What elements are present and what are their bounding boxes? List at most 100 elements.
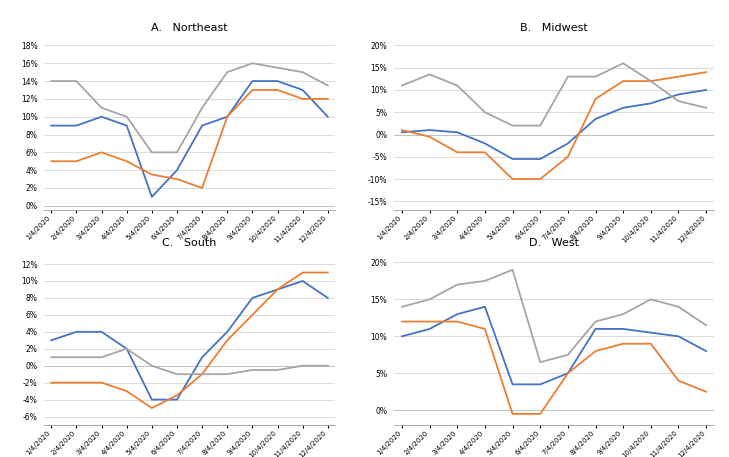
Miami bbox=[122, 346, 131, 351]
Los Angeles bbox=[425, 297, 434, 302]
Atlanta bbox=[298, 278, 307, 284]
Atlanta bbox=[47, 338, 55, 343]
Seattle bbox=[480, 326, 489, 332]
Seattle bbox=[702, 389, 711, 394]
Phoenix bbox=[674, 334, 683, 339]
Title: D.   West: D. West bbox=[529, 238, 579, 248]
Title: B.   Midwest: B. Midwest bbox=[521, 23, 588, 33]
Phoenix bbox=[425, 326, 434, 332]
Boston bbox=[97, 114, 106, 119]
Los Angeles bbox=[480, 278, 489, 284]
Indianapolis bbox=[564, 74, 572, 80]
New York bbox=[198, 185, 206, 191]
Atlanta bbox=[147, 397, 156, 402]
New York bbox=[147, 172, 156, 177]
Atlanta bbox=[173, 397, 182, 402]
Seattle bbox=[674, 378, 683, 383]
Legend: Chicago, Detroit, Indianapolis: Chicago, Detroit, Indianapolis bbox=[457, 287, 651, 303]
Atlanta bbox=[273, 287, 282, 292]
Indianapolis bbox=[674, 98, 683, 104]
Boston bbox=[198, 123, 206, 128]
Chicago bbox=[674, 92, 683, 97]
Houston bbox=[147, 405, 156, 411]
Indianapolis bbox=[397, 83, 406, 88]
Line: Los Angeles: Los Angeles bbox=[402, 270, 706, 362]
Los Angeles bbox=[619, 311, 628, 317]
Indianapolis bbox=[702, 105, 711, 111]
Chicago bbox=[702, 87, 711, 93]
Houston bbox=[72, 380, 81, 385]
Houston bbox=[298, 270, 307, 275]
Miami bbox=[298, 363, 307, 368]
Los Angeles bbox=[647, 297, 655, 302]
Houston bbox=[97, 380, 106, 385]
Legend: Boston, New York, Philadelphia: Boston, New York, Philadelphia bbox=[90, 287, 289, 303]
Miami bbox=[324, 363, 332, 368]
New York bbox=[273, 87, 282, 93]
Miami bbox=[173, 372, 182, 377]
New York bbox=[248, 87, 257, 93]
Title: A.   Northeast: A. Northeast bbox=[151, 23, 228, 33]
Phoenix bbox=[619, 326, 628, 332]
Miami bbox=[72, 355, 81, 360]
Miami bbox=[198, 372, 206, 377]
Line: Miami: Miami bbox=[51, 349, 328, 374]
Boston bbox=[47, 123, 55, 128]
Seattle bbox=[453, 319, 461, 324]
Philadelphia bbox=[97, 105, 106, 111]
Phoenix bbox=[702, 348, 711, 354]
Atlanta bbox=[122, 346, 131, 351]
Philadelphia bbox=[122, 114, 131, 119]
New York bbox=[298, 96, 307, 101]
Miami bbox=[47, 355, 55, 360]
Chicago bbox=[453, 129, 461, 135]
New York bbox=[324, 96, 332, 101]
Indianapolis bbox=[536, 123, 545, 128]
Boston bbox=[147, 194, 156, 200]
Chicago bbox=[591, 116, 600, 122]
Detroit bbox=[564, 154, 572, 159]
Line: Houston: Houston bbox=[51, 272, 328, 408]
Line: Boston: Boston bbox=[51, 81, 328, 197]
Chicago bbox=[480, 141, 489, 146]
Los Angeles bbox=[674, 304, 683, 309]
Boston bbox=[298, 87, 307, 93]
Phoenix bbox=[453, 311, 461, 317]
Philadelphia bbox=[47, 78, 55, 84]
Chicago bbox=[564, 141, 572, 146]
Detroit bbox=[647, 78, 655, 84]
Boston bbox=[273, 78, 282, 84]
Detroit bbox=[453, 149, 461, 155]
Seattle bbox=[619, 341, 628, 346]
Indianapolis bbox=[591, 74, 600, 80]
Los Angeles bbox=[536, 360, 545, 365]
Indianapolis bbox=[425, 72, 434, 77]
New York bbox=[47, 159, 55, 164]
Detroit bbox=[702, 69, 711, 75]
Boston bbox=[223, 114, 232, 119]
Indianapolis bbox=[619, 60, 628, 66]
Chicago bbox=[508, 156, 517, 162]
Chicago bbox=[397, 129, 406, 135]
Line: Detroit: Detroit bbox=[402, 72, 706, 179]
Los Angeles bbox=[591, 319, 600, 324]
Los Angeles bbox=[397, 304, 406, 309]
Indianapolis bbox=[647, 78, 655, 84]
Philadelphia bbox=[248, 60, 257, 66]
Miami bbox=[97, 355, 106, 360]
Atlanta bbox=[223, 329, 232, 335]
Boston bbox=[173, 167, 182, 173]
Atlanta bbox=[97, 329, 106, 335]
Line: New York: New York bbox=[51, 90, 328, 188]
New York bbox=[97, 149, 106, 155]
Los Angeles bbox=[453, 282, 461, 287]
Houston bbox=[198, 372, 206, 377]
Boston bbox=[122, 123, 131, 128]
Line: Indianapolis: Indianapolis bbox=[402, 63, 706, 126]
Seattle bbox=[564, 371, 572, 376]
Atlanta bbox=[248, 295, 257, 301]
Miami bbox=[147, 363, 156, 368]
Philadelphia bbox=[173, 149, 182, 155]
Philadelphia bbox=[198, 105, 206, 111]
Indianapolis bbox=[508, 123, 517, 128]
